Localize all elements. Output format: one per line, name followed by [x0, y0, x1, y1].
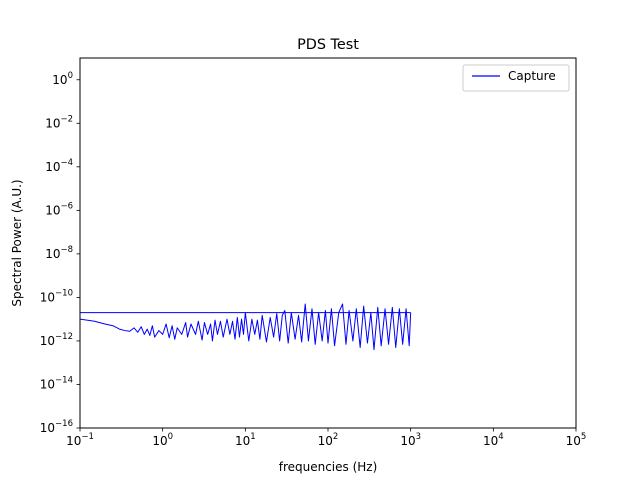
x-tick-label-2: 101 — [235, 432, 256, 448]
y-axis-label: Spectral Power (A.U.) — [10, 179, 24, 306]
x-tick-label-0: 10−1 — [66, 432, 94, 448]
x-axis-label: frequencies (Hz) — [279, 460, 378, 474]
y-tick-label-0: 100 — [52, 71, 73, 87]
x-tick-label-3: 102 — [318, 432, 339, 448]
plot-frame — [79, 57, 577, 429]
y-tick-label-7: 10−14 — [40, 375, 73, 391]
legend-label-capture: Capture — [508, 69, 556, 83]
series-layer — [80, 303, 412, 351]
y-tick-label-3: 10−6 — [45, 201, 73, 217]
y-tick-label-2: 10−4 — [45, 158, 73, 174]
x-tick-label-6: 105 — [566, 432, 587, 448]
chart-title: PDS Test — [297, 37, 359, 53]
x-tick-label-4: 103 — [400, 432, 421, 448]
y-axis: 100 10−2 10−4 10−6 10−8 10−10 10−12 10−14 10−16 — [40, 71, 80, 435]
y-tick-label-8: 10−16 — [40, 419, 73, 435]
legend-box — [462, 64, 570, 92]
legend: Capture — [462, 64, 570, 92]
x-tick-label-5: 104 — [483, 432, 504, 448]
x-tick-label-1: 100 — [152, 432, 173, 448]
y-tick-label-4: 10−8 — [45, 245, 73, 261]
series-line-0 — [80, 303, 412, 351]
y-tick-label-1: 10−2 — [45, 114, 73, 130]
x-axis: 10−1 100 101 102 103 104 105 — [66, 428, 586, 448]
y-tick-label-5: 10−10 — [40, 288, 73, 304]
y-tick-label-6: 10−12 — [40, 332, 73, 348]
